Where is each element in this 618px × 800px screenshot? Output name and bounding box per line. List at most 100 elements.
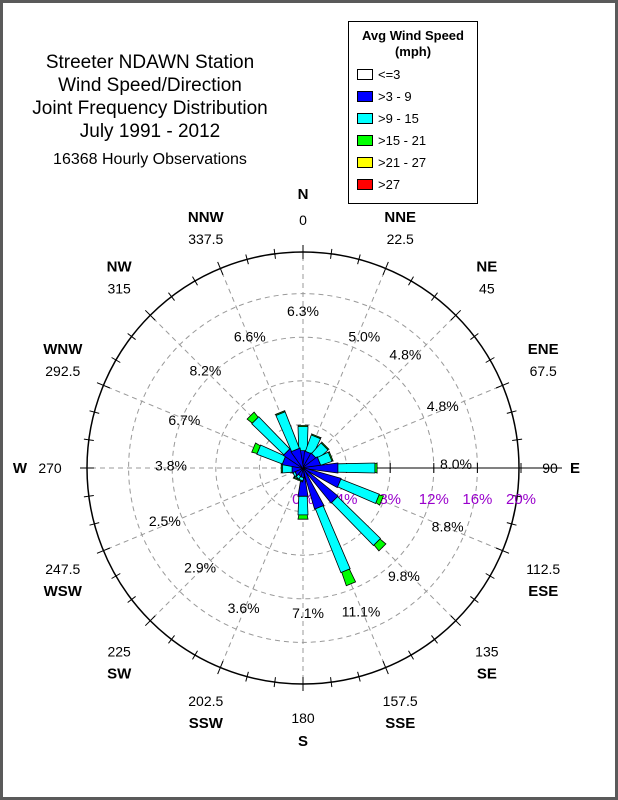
degree-label: 180 [291,710,315,726]
direction-tick [450,309,462,321]
minor-tick [431,635,438,644]
wind-bar-segment [341,568,357,587]
minor-tick [408,276,414,286]
wind-bar-segment [337,478,380,505]
direction-tick [96,382,111,389]
minor-tick [273,248,276,259]
degree-label: 337.5 [188,231,223,247]
degree-label: 0 [299,212,307,228]
wind-bar-segment [311,433,322,439]
compass-label: ENE [528,341,559,358]
minor-tick [127,333,136,340]
minor-tick [245,671,249,682]
wind-bar-segment [251,416,291,456]
minor-tick [330,248,333,259]
legend-label: >21 - 27 [378,155,427,170]
wind-bar-segment [321,441,330,450]
sector-percent-label: 8.2% [189,362,221,378]
legend-swatch [357,69,373,80]
wind-bar-segment [275,411,300,453]
minor-tick [330,677,333,688]
compass-label: NNE [384,209,416,226]
wind-bar-segment [331,496,382,547]
minor-tick [111,357,121,363]
sector-percent-label: 9.8% [388,568,420,584]
minor-tick [192,650,198,660]
wind-bar-segment [337,462,376,474]
direction-tick [495,382,510,389]
compass-label: N [298,186,309,203]
direction-tick [217,660,224,675]
compass-label: S [298,733,308,750]
minor-tick [89,410,100,414]
sector-percent-label: 6.3% [287,303,319,319]
degree-label: 22.5 [387,231,414,247]
grid-spoke [103,467,304,552]
wind-bar-segment [373,538,387,552]
degree-label: 292.5 [45,363,80,379]
legend-label: >9 - 15 [378,111,419,126]
grid-spoke [302,268,387,469]
wind-bar-segment [304,434,322,456]
wind-bar-segment [290,447,304,469]
minor-tick [192,276,198,286]
grid-spoke [302,384,503,469]
minor-tick [506,410,517,414]
compass-label: SE [477,666,497,683]
legend-label: <=3 [378,67,401,82]
minor-tick [506,522,517,526]
chart-title-line-4: July 1991 - 2012 [79,121,221,142]
degree-label: 135 [475,644,499,660]
wind-bar-segment [246,411,259,424]
wind-bar-segment [316,451,333,466]
legend-swatch [357,135,373,146]
minor-tick [470,596,479,603]
wind-bar-segment [297,426,309,452]
chart-title-line-2: Wind Speed/Direction [58,75,242,96]
legend-swatch [357,113,373,124]
degree-label: 202.5 [188,693,223,709]
minor-tick [431,292,438,301]
minor-tick [83,495,94,498]
wind-bar-segment [311,442,329,460]
degree-label: 157.5 [383,693,418,709]
minor-tick [245,254,249,265]
radial-key-label: 16% [462,491,492,508]
minor-tick [512,495,523,498]
wind-bar-segment [297,425,309,428]
minor-tick [83,438,94,441]
direction-tick [144,615,156,627]
degree-label: 270 [38,460,62,476]
minor-tick [127,596,136,603]
sector-percent-label: 4.8% [389,346,421,362]
wind-bar-segment [375,494,385,506]
minor-tick [485,573,495,579]
compass-label: E [570,460,580,477]
degree-label: 90 [542,460,558,476]
compass-label: NE [476,258,497,275]
compass-label: SSE [385,715,415,732]
compass-label: NW [107,258,133,275]
legend-title-line-1: Avg Wind Speed [362,28,464,43]
chart-title-line-3: Joint Frequency Distribution [32,98,268,119]
sector-percent-label: 11.1% [342,604,381,620]
wind-bar-segment [274,410,286,416]
minor-tick [485,357,495,363]
radial-key-label: 12% [419,491,449,508]
direction-tick [495,547,510,554]
compass-label: ESE [528,583,558,600]
wind-bar-segment [251,442,261,454]
direction-tick [144,309,156,321]
minor-tick [168,292,175,301]
grid-spoke [219,467,304,668]
sector-percent-label: 4.8% [427,398,459,414]
minor-tick [512,438,523,441]
sector-percent-label: 3.8% [155,458,187,474]
direction-tick [217,261,224,276]
minor-tick [470,333,479,340]
sector-percent-label: 5.0% [348,329,380,345]
legend-label: >27 [378,177,401,192]
